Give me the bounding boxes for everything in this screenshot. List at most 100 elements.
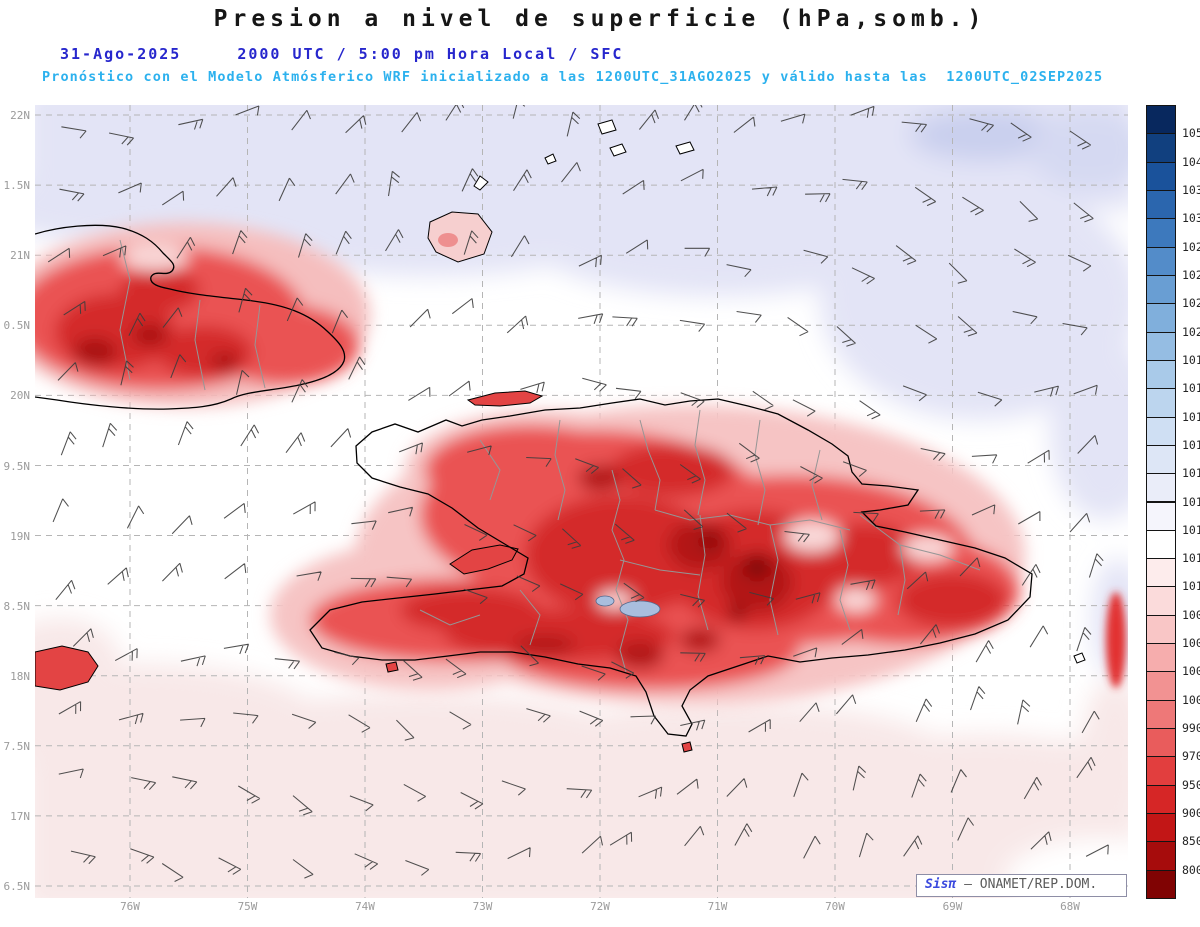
colorbar-tick-label: 1040 bbox=[1182, 154, 1200, 169]
forecast-date: 31-Ago-2025 bbox=[60, 45, 182, 63]
colorbar-segment bbox=[1146, 473, 1176, 503]
island-caicos-2 bbox=[609, 143, 627, 157]
shading-east-edge bbox=[1106, 592, 1126, 688]
island-a-vache bbox=[385, 661, 399, 673]
island-beata bbox=[681, 741, 693, 753]
colorbar-segment bbox=[1146, 501, 1176, 531]
colorbar-tick-label: 1030 bbox=[1182, 211, 1200, 226]
lat-tick-label: 9.5N bbox=[3, 459, 31, 473]
lat-tick-label: 18N bbox=[10, 669, 30, 683]
colorbar-segment bbox=[1146, 614, 1176, 645]
colorbar-tick-label: 1018 bbox=[1182, 381, 1200, 396]
lat-tick-label: 0.5N bbox=[3, 319, 31, 333]
colorbar-tick-label: 970 bbox=[1182, 749, 1200, 764]
colorbar-tick-label: 990 bbox=[1182, 721, 1200, 736]
colorbar-tick-label: 1008 bbox=[1182, 607, 1200, 622]
colorbar-segment bbox=[1146, 218, 1176, 248]
lon-tick-label: 75W bbox=[237, 900, 258, 913]
province-borders bbox=[119, 239, 981, 673]
lon-tick-label: 71W bbox=[707, 900, 728, 913]
watermark-brand: Sisπ bbox=[925, 877, 957, 892]
colorbar-segment bbox=[1146, 643, 1176, 673]
colorbar-tick-label: 1013 bbox=[1182, 522, 1200, 537]
colorbar-tick-label: 1006 bbox=[1182, 636, 1200, 651]
colorbar-segment bbox=[1146, 161, 1176, 191]
lat-tick-label: 8.5N bbox=[3, 599, 31, 613]
coast-hispaniola bbox=[309, 398, 1033, 737]
colorbar-segment bbox=[1146, 133, 1176, 163]
colorbar-segment bbox=[1146, 784, 1176, 815]
colorbar-segment bbox=[1146, 813, 1176, 843]
subtitle-model-info: Pronóstico con el Modelo Atmósferico WRF… bbox=[42, 69, 1104, 85]
colorbar-segment bbox=[1146, 869, 1176, 899]
colorbar-tick-label: 1010 bbox=[1182, 579, 1200, 594]
colorbar-tick-label: 1028 bbox=[1182, 239, 1200, 254]
colorbar-segment bbox=[1146, 699, 1176, 730]
island-turks bbox=[675, 141, 695, 155]
colorbar-tick-label: 1016 bbox=[1182, 437, 1200, 452]
watermark-org: – ONAMET/REP.DOM. bbox=[956, 877, 1098, 892]
island-tortue bbox=[466, 390, 544, 407]
lat-labels: 22N 1.5N 21N 0.5N 20N 9.5N 19N 8.5N 18N 7.5N 17N 6.… bbox=[0, 105, 33, 898]
lat-tick-label: 1.5N bbox=[3, 179, 31, 193]
watermark: Sisπ – ONAMET/REP.DOM. bbox=[916, 874, 1127, 897]
lat-tick-label: 19N bbox=[10, 529, 30, 543]
colorbar-segment bbox=[1146, 558, 1176, 588]
colorbar-tick-label: 1022 bbox=[1182, 296, 1200, 311]
colorbar-segment bbox=[1146, 728, 1176, 758]
lon-tick-label: 70W bbox=[825, 900, 845, 913]
small-islands bbox=[35, 119, 1086, 753]
lon-tick-label: 73W bbox=[472, 900, 493, 913]
colorbar-segment bbox=[1146, 303, 1176, 333]
colorbar-segment bbox=[1146, 246, 1176, 276]
shading-low-pressure-south bbox=[35, 618, 1128, 898]
forecast-time: 2000 UTC / 5:00 pm Hora Local / SFC bbox=[237, 45, 624, 63]
colorbar-segment bbox=[1146, 331, 1176, 361]
colorbar-segment bbox=[1146, 189, 1176, 220]
lat-tick-label: 21N bbox=[10, 249, 30, 263]
colorbar-tick-label: 800 bbox=[1182, 862, 1200, 877]
lon-labels: 76W 75W 74W 73W 72W 71W 70W 69W 68W bbox=[35, 900, 1128, 922]
island-cay bbox=[544, 153, 557, 165]
lat-tick-label: 20N bbox=[10, 389, 30, 403]
island-caicos-1 bbox=[597, 119, 617, 135]
colorbar-segment bbox=[1146, 388, 1176, 418]
colorbar-tick-label: 1019 bbox=[1182, 352, 1200, 367]
colorbar-tick-label: 1014 bbox=[1182, 494, 1200, 509]
colorbar-segment bbox=[1146, 274, 1176, 305]
colorbar: 1050 1040 1038 1030 1028 1025 1022 1020 1019 1018… bbox=[1146, 105, 1200, 900]
colorbar-segment bbox=[1146, 444, 1176, 475]
colorbar-tick-label: 1002 bbox=[1182, 664, 1200, 679]
colorbar-tick-label: 850 bbox=[1182, 834, 1200, 849]
pressure-map-canvas bbox=[35, 105, 1128, 898]
coastlines bbox=[35, 224, 1033, 737]
colorbar-segment bbox=[1146, 756, 1176, 786]
colorbar-tick-label: 1000 bbox=[1182, 692, 1200, 707]
colorbar-tick-label: 1017 bbox=[1182, 409, 1200, 424]
colorbar-tick-label: 950 bbox=[1182, 777, 1200, 792]
colorbar-segment bbox=[1146, 586, 1176, 616]
colorbar-segment bbox=[1146, 671, 1176, 701]
lat-tick-label: 6.5N bbox=[3, 880, 31, 893]
shading-high-pressure bbox=[35, 105, 1128, 682]
subtitle-datetime: 31-Ago-2025 2000 UTC / 5:00 pm Hora Loca… bbox=[60, 45, 623, 63]
lat-tick-label: 22N bbox=[10, 109, 30, 122]
colorbar-tick-label: 1050 bbox=[1182, 126, 1200, 141]
coast-cuba bbox=[35, 224, 346, 410]
colorbar-segment bbox=[1146, 359, 1176, 390]
colorbar-segment bbox=[1146, 529, 1176, 560]
island-little-inagua bbox=[473, 175, 489, 191]
lake-enriquillo bbox=[595, 595, 661, 618]
lon-tick-label: 68W bbox=[1060, 900, 1080, 913]
lon-tick-label: 69W bbox=[942, 900, 963, 913]
lon-tick-label: 74W bbox=[355, 900, 375, 913]
colorbar-tick-label: 1015 bbox=[1182, 466, 1200, 481]
colorbar-segment bbox=[1146, 105, 1176, 135]
island-mona bbox=[1073, 652, 1086, 664]
island-great-inagua bbox=[427, 211, 493, 263]
lon-tick-label: 72W bbox=[590, 900, 610, 913]
colorbar-tick-label: 1038 bbox=[1182, 182, 1200, 197]
colorbar-tick-label: 1012 bbox=[1182, 551, 1200, 566]
lon-tick-label: 76W bbox=[120, 900, 140, 913]
